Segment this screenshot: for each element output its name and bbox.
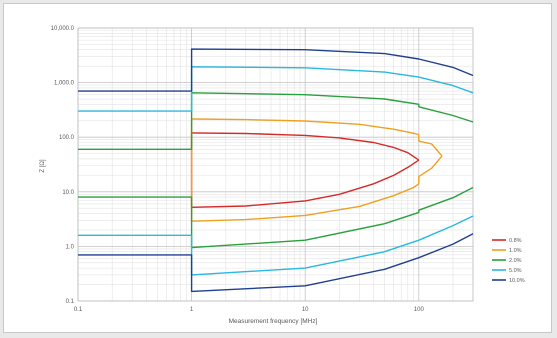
x-tick-label: 10	[302, 307, 309, 313]
series-10-0pct-lower-line	[78, 233, 474, 293]
series-1-0pct-lower-line	[191, 155, 443, 222]
series-0-8pct-lower-line	[191, 159, 420, 208]
chart-frame: 0.1 1 10 100 0.1 1.0 10.0 100.0 1,000.0 10,000.0 …	[3, 3, 552, 333]
tick-labels: 0.1 1 10 100 0.1 1.0 10.0 100.0 1,000.0 10,000.0	[51, 26, 425, 313]
series-1-0pct-upper-line	[191, 118, 443, 157]
minor-gridlines	[78, 28, 474, 301]
legend-label: 5.0%	[509, 268, 522, 274]
series-2-0pct-lower-line	[78, 186, 474, 249]
plot-area-border	[77, 27, 474, 302]
major-gridlines	[77, 27, 474, 302]
x-tick-label: 0.1	[74, 307, 83, 313]
x-tick-label: 100	[414, 307, 425, 313]
x-tick-label: 1	[190, 307, 194, 313]
y-tick-label: 10,000.0	[51, 26, 75, 32]
impedance-chart: 0.1 1 10 1000.11.010.0100.01,000.010,000.0 …	[40, 26, 525, 325]
y-tick-label: 1,000.0	[54, 81, 75, 87]
series-10-0pct-upper-line	[78, 48, 474, 92]
y-tick-label: 100.0	[59, 135, 75, 141]
series-2-0pct-upper-line	[78, 92, 474, 150]
legend-label: 1.0%	[509, 248, 522, 254]
series-5-0pct-upper-line	[78, 66, 474, 112]
legend-label: 10.0%	[509, 278, 525, 284]
y-axis-label: Z [Ω]	[40, 159, 46, 172]
legend-label: 0.8%	[509, 238, 522, 244]
series-0-8pct-upper-line	[191, 132, 420, 161]
y-tick-label: 0.1	[66, 299, 75, 305]
y-tick-label: 10.0	[62, 190, 74, 196]
legend-label: 2.0%	[509, 258, 522, 264]
y-tick-label: 1.0	[66, 244, 75, 250]
x-axis-label: Measurement frequency [MHz]	[229, 318, 318, 325]
series-5-0pct-lower-line	[78, 215, 474, 276]
legend: 0.8% 1.0% 2.0% 5.0% 10.0%	[492, 238, 525, 284]
series-lines	[78, 48, 474, 293]
